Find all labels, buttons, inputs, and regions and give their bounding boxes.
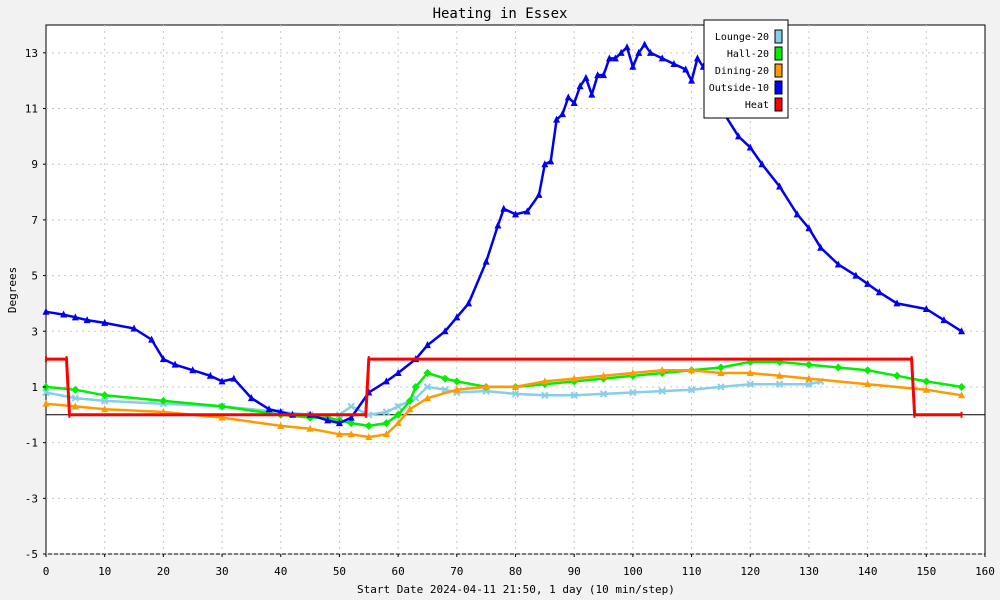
x-tick-label: 20 — [157, 565, 170, 578]
x-tick-label: 0 — [43, 565, 50, 578]
x-tick-label: 70 — [450, 565, 463, 578]
x-tick-label: 110 — [682, 565, 702, 578]
legend-swatch-heat — [775, 98, 782, 111]
y-tick-label: 7 — [31, 214, 38, 227]
x-tick-label: 80 — [509, 565, 522, 578]
y-tick-label: -3 — [25, 492, 38, 505]
y-tick-label: 9 — [31, 158, 38, 171]
x-tick-label: 30 — [215, 565, 228, 578]
legend-swatch-hall-20 — [775, 47, 782, 60]
x-tick-label: 40 — [274, 565, 287, 578]
x-axis-label: Start Date 2024-04-11 21:50, 1 day (10 m… — [357, 583, 675, 596]
x-tick-label: 130 — [799, 565, 819, 578]
legend-label-dining-20: Dining-20 — [715, 66, 769, 77]
y-tick-label: -5 — [25, 548, 38, 561]
x-tick-label: 50 — [333, 565, 346, 578]
x-tick-label: 160 — [975, 565, 995, 578]
legend-label-lounge-20: Lounge-20 — [715, 32, 769, 43]
y-tick-label: 1 — [31, 381, 38, 394]
x-tick-label: 100 — [623, 565, 643, 578]
x-tick-label: 90 — [568, 565, 581, 578]
x-tick-label: 60 — [392, 565, 405, 578]
x-tick-label: 150 — [916, 565, 936, 578]
y-tick-label: 13 — [25, 47, 38, 60]
legend-swatch-dining-20 — [775, 64, 782, 77]
legend-swatch-outside-10 — [775, 81, 782, 94]
x-tick-label: 10 — [98, 565, 111, 578]
legend: Lounge-20 Hall-20 Dining-20 Outside-10 Heat — [704, 20, 788, 118]
y-tick-label: 5 — [31, 270, 38, 283]
y-tick-label: -1 — [25, 437, 38, 450]
y-tick-label: 3 — [31, 325, 38, 338]
x-tick-label: 120 — [740, 565, 760, 578]
legend-swatch-lounge-20 — [775, 30, 782, 43]
y-tick-label: 11 — [25, 103, 38, 116]
legend-label-heat: Heat — [745, 100, 769, 111]
x-tick-label: 140 — [858, 565, 878, 578]
y-axis-label: Degrees — [6, 267, 19, 313]
legend-label-outside-10: Outside-10 — [709, 83, 769, 94]
chart-title: Heating in Essex — [433, 6, 568, 22]
legend-label-hall-20: Hall-20 — [727, 49, 769, 60]
